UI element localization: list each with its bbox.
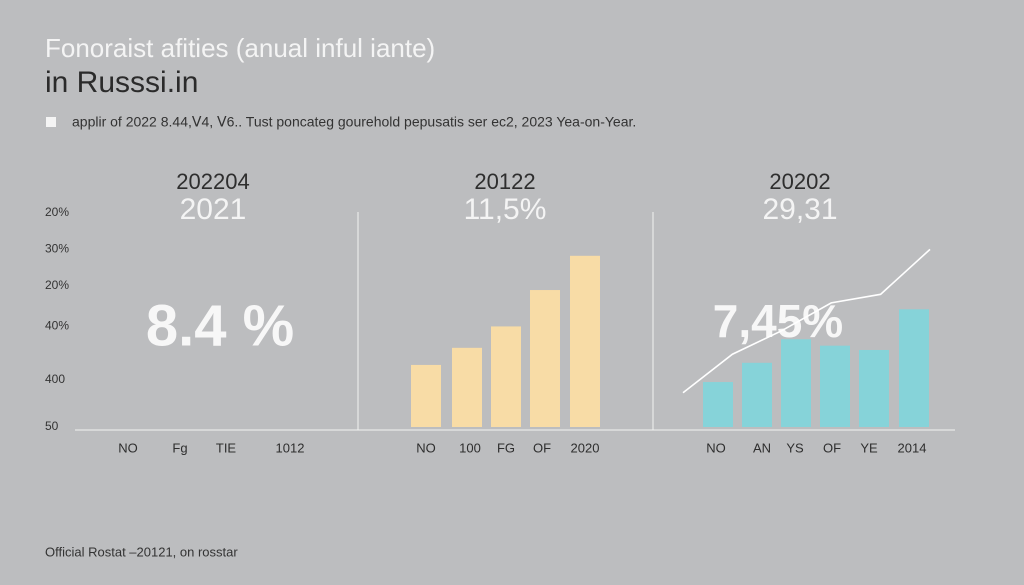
big-figure: 8.4 %	[146, 293, 294, 358]
y-tick-label: 50	[45, 419, 59, 433]
x-tick-label: NO	[416, 440, 436, 455]
x-tick-label: 100	[459, 440, 481, 455]
bar	[859, 349, 889, 427]
x-tick-label: 1012	[276, 440, 305, 455]
x-tick-label: AN	[753, 440, 771, 455]
bar	[570, 255, 600, 427]
x-tick-label: NO	[706, 440, 726, 455]
panel-subheading: 11,5%	[464, 193, 547, 226]
x-tick-label: YS	[786, 440, 804, 455]
bar	[703, 382, 733, 427]
bar	[411, 364, 441, 427]
subtitle: applir of 2022 8.44,Ⅴ4, Ⅴ6.. Tust poncat…	[72, 114, 636, 130]
x-tick-label: Fg	[172, 440, 187, 455]
panel-heading: 20122	[474, 169, 535, 194]
big-figure: 7,45%	[713, 295, 843, 347]
x-tick-label: YE	[860, 440, 878, 455]
bar	[742, 362, 772, 427]
panel-subheading: 2021	[180, 193, 247, 226]
title-line: in Russsi.in	[45, 66, 198, 99]
x-tick-label: FG	[497, 440, 515, 455]
panel-heading: 202204	[176, 169, 249, 194]
panel-subheading: 29,31	[762, 193, 837, 226]
x-tick-label: TIE	[216, 440, 237, 455]
x-tick-label: OF	[533, 440, 551, 455]
bar	[491, 326, 521, 427]
x-tick-label: 2014	[898, 440, 927, 455]
y-tick-label: 30%	[45, 242, 69, 256]
x-tick-label: NO	[118, 440, 138, 455]
bar	[452, 347, 482, 427]
x-tick-label: 2020	[571, 440, 600, 455]
trend-line	[682, 248, 931, 394]
bar	[530, 290, 560, 427]
x-tick-label: OF	[823, 440, 841, 455]
panel-heading: 20202	[769, 169, 830, 194]
source: Official Rostat –20121, on rosstar	[45, 544, 238, 559]
y-tick-label: 400	[45, 372, 65, 386]
bar	[820, 345, 850, 427]
y-tick-label: 20%	[45, 205, 69, 219]
y-tick-label: 20%	[45, 278, 69, 292]
bar	[781, 339, 811, 427]
y-tick-label: 40%	[45, 319, 69, 333]
title-line: Fonoraist afities (anual inful iante)	[45, 33, 435, 63]
bar	[899, 309, 929, 427]
subtitle-bullet	[46, 117, 56, 127]
